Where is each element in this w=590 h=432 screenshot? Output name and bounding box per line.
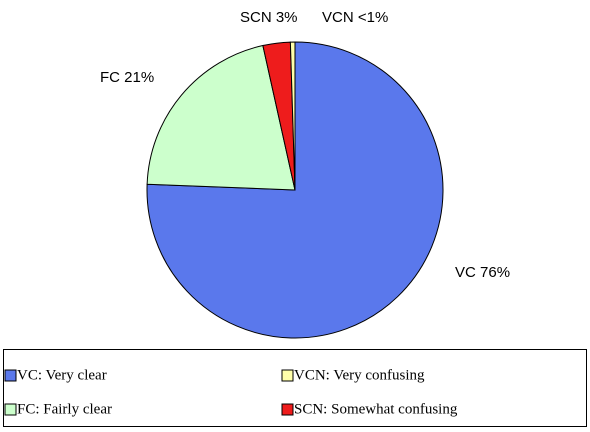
legend-swatch <box>281 403 294 416</box>
legend-label: SCN: Somewhat confusing <box>294 401 458 417</box>
pie-slice <box>289 41 296 191</box>
pie-slice <box>146 44 296 191</box>
slice-label: FC 21% <box>100 69 154 86</box>
legend-box <box>3 349 587 427</box>
legend-label: FC: Fairly clear <box>17 401 112 417</box>
slice-label: VCN <1% <box>322 9 388 26</box>
legend-swatch <box>4 369 17 382</box>
legend-swatch <box>281 369 294 382</box>
slice-label: VC 76% <box>455 264 510 281</box>
legend-label: VC: Very clear <box>17 367 107 383</box>
legend-swatch <box>4 403 17 416</box>
legend-label: VCN: Very confusing <box>294 367 425 383</box>
slice-label: SCN 3% <box>240 9 298 26</box>
